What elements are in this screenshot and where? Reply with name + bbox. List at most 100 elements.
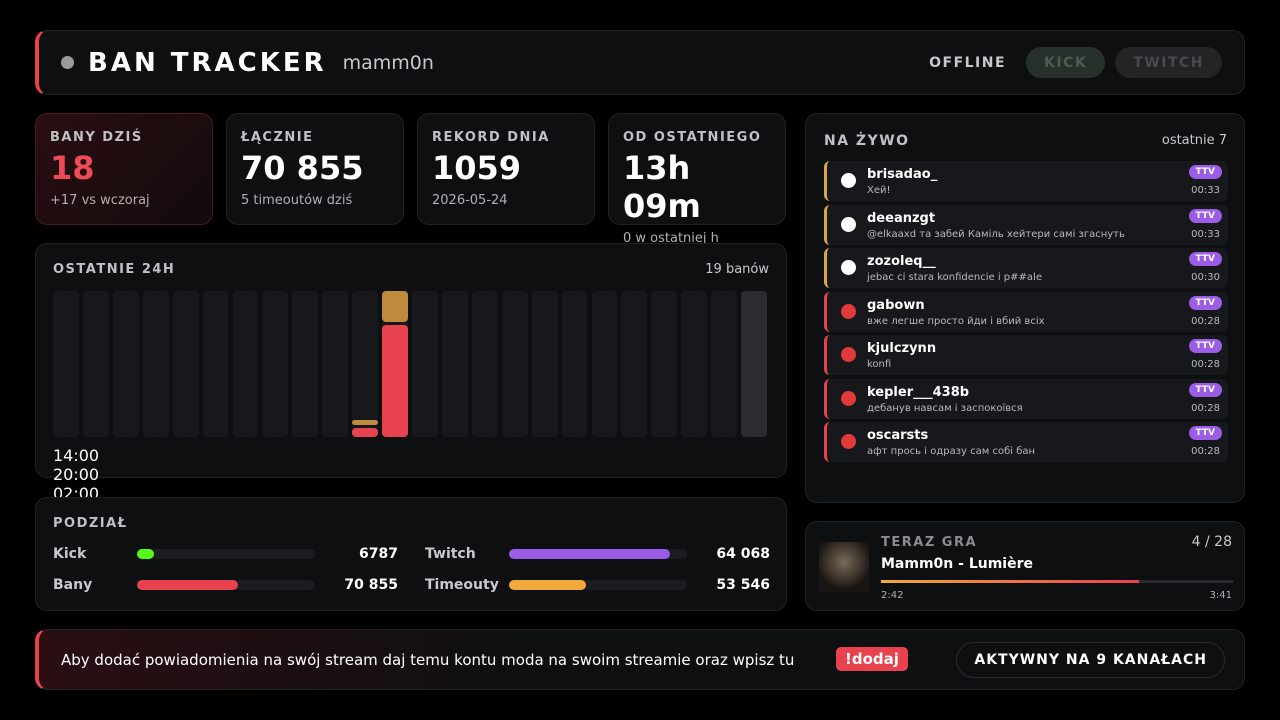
message: дебанув навсам і заспокоївся [867,402,1023,414]
bar-track [232,291,259,437]
bar-track [262,291,289,437]
stat-value: 70 855 [241,149,364,187]
chart-title: OSTATNIE 24H [53,262,176,277]
feed-item: deeanzgt @elkaaxd та забей Каміль хейтери… [824,204,1228,245]
split-label: Twitch [425,546,476,562]
command[interactable]: !dodaj [836,647,908,671]
now-playing: TERAZ GRA 4 / 28 Mamm0n - Lumière 2:42 3… [805,521,1245,611]
progress-track [881,580,1233,583]
time: 00:28 [1191,315,1220,327]
bars [53,291,771,437]
time: 00:28 [1191,402,1220,414]
time: 00:33 [1191,228,1220,240]
split-track [137,580,315,590]
bar-track [202,291,229,437]
stat-label: REKORD DNIA [432,130,550,145]
split-bar [137,549,155,559]
ban-icon [841,434,856,449]
bar-track [322,291,349,437]
badge: TTV [1188,252,1222,266]
message: вже легше просто йди і вбий всіх [867,315,1045,327]
app-title: BAN TRACKER [88,47,327,78]
time: 00:28 [1191,359,1220,370]
kick-button[interactable]: KICK [1026,47,1106,78]
live-title: NA ŻYWO [824,133,910,149]
stat-sub: 2026-05-24 [432,193,508,208]
chart-panel: OSTATNIE 24H 19 banów 14:0020:0002:0008:… [35,243,787,541]
x-tick-label: 14:00 [53,446,100,465]
feed-item: gabown вже легше просто йди і вбий всіх TT… [824,291,1228,332]
bar-track [352,291,379,437]
status-dot [61,56,74,69]
stat-sub: 0 w ostatniej h [623,231,719,246]
split-value: 70 855 [344,577,398,593]
track-position: 4 / 28 [1191,534,1232,550]
active-channels: AKTYWNY NA 9 KANAŁACH [956,642,1225,678]
time: 00:30 [1191,272,1220,283]
badge: TTV [1188,208,1222,223]
split-label: Timeouty [425,577,499,593]
user: kjulczynn [867,341,937,356]
stat-card: OD OSTATNIEGO 13h 09m 0 w ostatniej h [608,113,786,246]
footer: Aby dodać powiadomienia na swój stream d… [35,629,1245,690]
chart-summary: 19 banów [705,262,769,277]
bar-track [471,291,498,437]
bar [352,419,379,426]
badge: TTV [1188,165,1222,179]
time: 00:28 [1191,446,1220,457]
bar-track [501,291,528,437]
now-playing-label: TERAZ GRA [881,535,978,550]
x-tick-label: 20:00 [53,465,100,484]
footer-text: Aby dodać powiadomienia na swój stream d… [61,651,795,669]
feed-item: zozoleq__jebac ci stara konfidencie i p#… [824,248,1228,288]
bar-track [741,291,767,437]
bar-track [412,291,438,437]
message: афт прось і одразу сам собі бан [867,446,1036,457]
ban-icon [841,390,856,406]
duration: 3:41 [1209,590,1232,601]
split-bar [509,549,670,559]
ban-icon [841,347,856,362]
badge: TTV [1188,339,1222,353]
message: konfi [867,359,892,370]
stat-card: REKORD DNIA 1059 2026-05-24 [417,113,595,225]
bar-track [142,291,169,437]
bar-track [82,291,109,437]
stat-value: 13h 09m [623,149,701,225]
user: zozoleq__ [867,254,936,269]
bar-track [441,291,468,437]
time: 00:33 [1191,185,1220,196]
bar-track [292,291,319,437]
message: Хей! [867,185,891,196]
bar-track [711,291,738,437]
stat-card: BANY DZIŚ 18 +17 vs wczoraj [35,113,213,225]
bar-track [53,291,79,437]
twitch-button[interactable]: TWITCH [1115,47,1222,78]
badge: TTV [1188,382,1222,397]
split-value: 53 546 [716,577,770,593]
breakdown-title: PODZIAŁ [53,516,128,531]
bar-track [621,291,648,437]
feed-item: oscarsts афт прось і одразу сам собі бан T… [824,422,1228,462]
bar [382,325,408,437]
timeout-icon [841,260,856,275]
bar [352,428,379,437]
timeout-icon [841,216,856,232]
stat-label: BANY DZIŚ [50,130,143,145]
feed-item: kjulczynn konfi TTV 00:28 [824,335,1228,375]
user: kepler___438b [867,384,970,400]
user: deeanzgt [867,210,936,226]
bar-track [112,291,139,437]
album-cover [819,542,869,592]
split-bar [137,580,239,590]
message: jebac ci stara konfidencie i p##ale [867,272,1042,283]
message: @elkaaxd та забей Каміль хейтери самі зг… [867,228,1125,240]
split-track [137,549,315,559]
status: OFFLINE [929,54,1007,71]
progress-fill [881,580,1140,583]
track-title: Mamm0n - Lumière [881,556,1033,572]
stat-value: 18 [50,149,95,187]
feed-item: kepler___438b дебанув навсам і заспокоївс… [824,378,1228,419]
split-value: 64 068 [716,546,770,562]
split-bar [509,580,586,590]
